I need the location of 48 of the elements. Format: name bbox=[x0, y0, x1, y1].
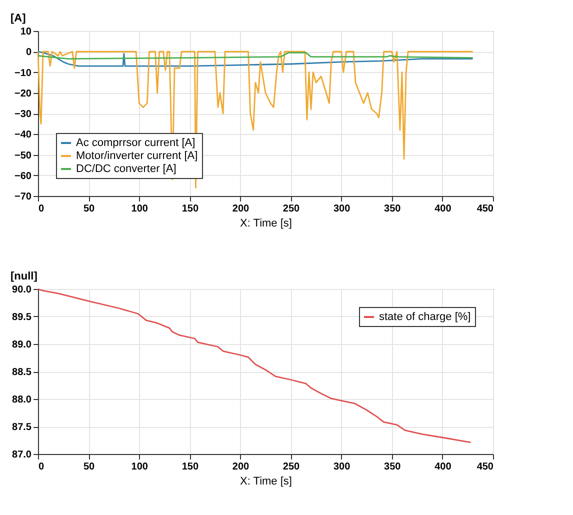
x-tick-label: 450 bbox=[476, 204, 494, 214]
x-axis-title: X: Time [s] bbox=[240, 218, 292, 230]
legend-label: state of charge [%] bbox=[379, 311, 471, 323]
x-tick-label: 150 bbox=[182, 204, 199, 214]
y-tick-label: −60 bbox=[14, 170, 32, 182]
x-tick-label: 400 bbox=[434, 462, 452, 472]
x-tick-label: 250 bbox=[282, 462, 300, 472]
y-tick-label: −10 bbox=[14, 68, 32, 79]
y-tick-label: 88.5 bbox=[12, 367, 32, 378]
x-tick-label: 200 bbox=[232, 462, 250, 472]
y-axis-title: [null] bbox=[10, 270, 38, 282]
line-series bbox=[37, 50, 474, 188]
y-tick-label: 90.0 bbox=[12, 284, 32, 296]
y-tick-label: 89.0 bbox=[12, 340, 32, 350]
y-tick-label: 87.5 bbox=[12, 422, 32, 433]
x-tick-label: 50 bbox=[83, 462, 96, 472]
y-tick-label: 89.5 bbox=[12, 312, 32, 323]
legend-label: Ac comprrsor current [A] bbox=[76, 137, 196, 149]
y-tick-label: 88.0 bbox=[12, 394, 32, 406]
line-series bbox=[37, 52, 474, 60]
y-tick-label: 10 bbox=[20, 26, 32, 38]
legend-label: DC/DC converter [A] bbox=[76, 163, 176, 175]
x-tick-label: 400 bbox=[434, 204, 452, 214]
y-tick-label: −30 bbox=[14, 109, 32, 120]
x-tick-label: 100 bbox=[131, 204, 148, 214]
y-axis-title: [A] bbox=[10, 12, 26, 24]
x-tick-label: 150 bbox=[182, 462, 199, 472]
x-tick-label: 450 bbox=[476, 462, 494, 472]
y-tick-label: −70 bbox=[14, 192, 32, 202]
y-tick-label: 0 bbox=[26, 47, 32, 58]
line-series bbox=[37, 288, 472, 444]
y-tick-label: −20 bbox=[14, 88, 32, 100]
x-tick-label: 0 bbox=[38, 204, 44, 214]
y-tick-label: −50 bbox=[14, 150, 32, 162]
x-tick-label: 350 bbox=[384, 204, 402, 214]
x-axis-title: X: Time [s] bbox=[240, 476, 292, 488]
x-tick-label: 300 bbox=[333, 462, 351, 472]
x-tick-label: 200 bbox=[232, 204, 250, 214]
line-series bbox=[37, 50, 474, 67]
x-tick-label: 300 bbox=[333, 204, 351, 214]
x-tick-label: 350 bbox=[384, 462, 402, 472]
x-tick-label: 100 bbox=[131, 462, 148, 472]
x-tick-label: 250 bbox=[282, 204, 300, 214]
y-tick-label: 87.0 bbox=[12, 450, 32, 460]
x-tick-label: 50 bbox=[83, 204, 96, 214]
legend-label: Motor/inverter current [A] bbox=[76, 150, 198, 162]
x-tick-label: 0 bbox=[38, 462, 44, 472]
y-tick-label: −40 bbox=[14, 130, 32, 141]
